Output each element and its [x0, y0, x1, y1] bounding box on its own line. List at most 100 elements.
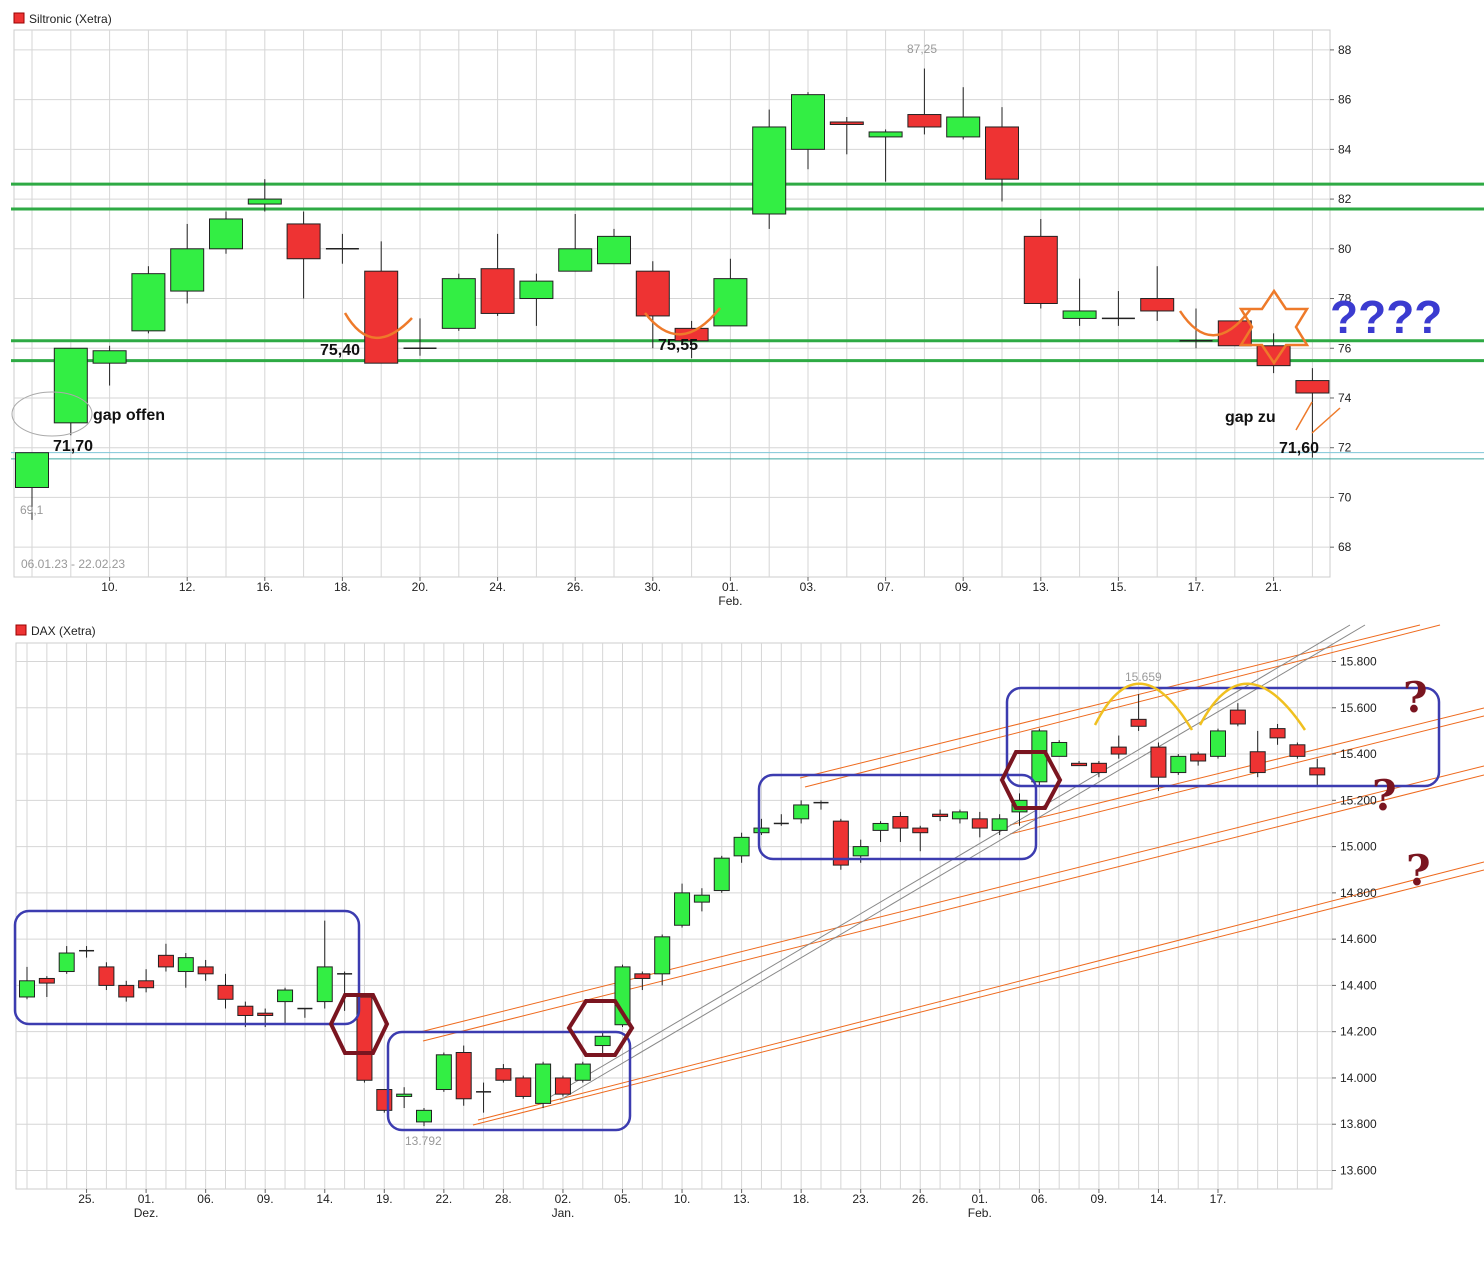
candle-body	[1295, 380, 1330, 394]
candle-down	[1130, 694, 1147, 731]
candle-body	[892, 816, 909, 829]
candle-down	[635, 261, 670, 349]
candle-up	[597, 228, 631, 265]
candle-down	[907, 68, 942, 135]
candle-up	[416, 1108, 432, 1127]
candle-body	[1090, 762, 1107, 774]
x-tick-label: 26.	[912, 1192, 929, 1206]
candle-down	[912, 825, 929, 852]
candle-up	[519, 273, 554, 326]
candle-body	[752, 126, 787, 215]
dax-chart: DAX (Xetra) 13.600 13.800 14.000 14.200 14.4…	[13, 624, 1484, 1220]
channel-line	[472, 869, 1484, 1126]
candle-down	[480, 233, 515, 316]
candle-up	[674, 883, 691, 928]
candle-body	[674, 892, 691, 926]
candle-body	[435, 1054, 452, 1091]
gap-closed-label: gap zu	[1225, 409, 1276, 426]
candle-up	[1101, 291, 1135, 326]
y-tick-label: 14.800	[1340, 886, 1377, 900]
candle-down	[1090, 760, 1107, 778]
x-tick-sublabel: Dez.	[134, 1206, 159, 1220]
candle-down	[197, 959, 214, 981]
y-tick-label: 88	[1338, 43, 1352, 57]
x-tick-label: 13.	[733, 1192, 750, 1206]
candle-down	[971, 811, 988, 838]
candle-body	[733, 836, 750, 857]
candle-down	[1023, 218, 1058, 309]
x-tick-label: 10.	[674, 1192, 691, 1206]
x-tick-label: 01.	[722, 580, 739, 594]
channel-line	[422, 774, 1484, 1042]
candle-body	[872, 822, 889, 831]
candle-body	[98, 966, 115, 986]
candle-body	[594, 1035, 611, 1047]
range-box-1	[13, 909, 361, 1026]
candle-up	[951, 809, 968, 824]
candle-body	[1071, 762, 1088, 767]
y-tick-label: 14.400	[1340, 978, 1377, 992]
candle-up	[991, 814, 1008, 836]
candle-up	[713, 258, 748, 327]
y-tick-label: 15.800	[1340, 655, 1377, 669]
range-box-4	[1005, 686, 1441, 788]
candle-up	[177, 953, 194, 988]
candle-body	[286, 223, 321, 260]
candle-up	[53, 347, 88, 436]
candle-body	[237, 1005, 254, 1016]
x-tick-label: 17.	[1188, 580, 1205, 594]
trend-line-gray	[559, 624, 1366, 1101]
candle-up	[247, 179, 282, 212]
candle-body	[38, 977, 55, 984]
x-tick-label: 12.	[179, 580, 196, 594]
candle-body	[170, 248, 205, 292]
candle-up	[79, 946, 95, 958]
candle-up	[58, 946, 75, 974]
candle-up	[791, 92, 825, 170]
candle-body	[376, 1089, 393, 1111]
y-axis-siltronic: 68 70 72 74 76 78 80 82 84 86 88	[1330, 43, 1352, 554]
candle-up	[92, 345, 127, 386]
question-marks: ????	[1330, 291, 1442, 343]
candle-body	[1110, 746, 1127, 755]
candle-up	[325, 233, 359, 264]
y-tick-label: 15.200	[1340, 793, 1377, 807]
candle-body	[209, 218, 243, 250]
range-box-3	[757, 773, 1038, 861]
x-tick-label: 25.	[78, 1192, 95, 1206]
y-tick-label: 13.800	[1340, 1117, 1377, 1131]
candle-body	[713, 857, 730, 892]
x-tick-label: 03.	[800, 580, 817, 594]
candle-body	[791, 94, 825, 150]
candle-body	[597, 235, 631, 265]
grid-siltronic	[14, 30, 1330, 577]
candle-down	[364, 241, 399, 364]
y-axis-dax: 13.600 13.800 14.000 14.200 14.400 14.600 14.8…	[1332, 655, 1377, 1177]
candle-up	[337, 971, 353, 1011]
candle-body	[753, 827, 770, 834]
candle-up	[297, 1007, 313, 1018]
x-tick-label: 05.	[614, 1192, 631, 1206]
candle-body	[441, 278, 476, 329]
candle-down	[892, 811, 909, 842]
candle-body	[19, 980, 35, 998]
candle-body	[515, 1077, 532, 1097]
candle-body	[951, 811, 968, 820]
candle-body	[138, 980, 155, 989]
chart-title-dax: DAX (Xetra)	[31, 624, 96, 638]
candle-down	[634, 971, 651, 991]
candle-body	[247, 198, 282, 205]
candle-body	[1062, 310, 1097, 319]
x-tick-label: 06.	[197, 1192, 214, 1206]
x-tick-label: 26.	[567, 580, 584, 594]
value-label-75-55: 75,55	[658, 337, 698, 354]
y-tick-label: 13.600	[1340, 1163, 1377, 1177]
candle-body	[257, 1012, 274, 1016]
candle-body	[832, 820, 849, 866]
question-mark-2: ?	[1372, 771, 1397, 820]
high-label-dax: 15.659	[1125, 670, 1162, 684]
gap-open-label: gap offen	[93, 407, 165, 424]
candle-body	[946, 116, 981, 138]
x-tick-label: 16.	[256, 580, 273, 594]
bowl-arc-3	[1178, 309, 1251, 337]
